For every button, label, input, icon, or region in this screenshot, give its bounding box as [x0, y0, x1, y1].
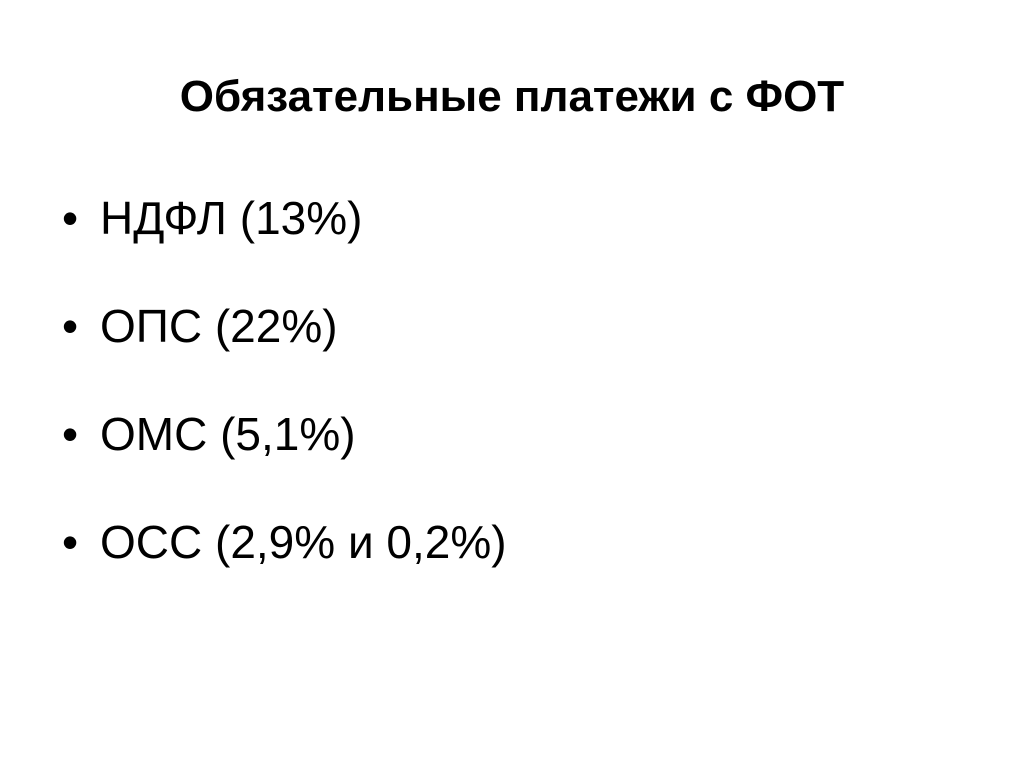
- item-text: ОСС (2,9% и 0,2%): [100, 516, 507, 568]
- bullet-icon: •: [62, 192, 79, 244]
- slide-title: Обязательные платежи с ФОТ: [179, 72, 845, 121]
- bullet-icon: •: [62, 516, 79, 568]
- list-item: • ОПС (22%): [62, 298, 507, 406]
- list-item: • НДФЛ (13%): [62, 190, 507, 298]
- bullet-list: • НДФЛ (13%) • ОПС (22%) • ОМС (5,1%) • ОСС …: [62, 190, 507, 622]
- list-item: • ОМС (5,1%): [62, 406, 507, 514]
- bullet-icon: •: [62, 300, 79, 352]
- bullet-icon: •: [62, 408, 79, 460]
- item-text: ОМС (5,1%): [100, 408, 356, 460]
- item-text: НДФЛ (13%): [100, 192, 363, 244]
- item-text: ОПС (22%): [100, 300, 338, 352]
- list-item: • ОСС (2,9% и 0,2%): [62, 514, 507, 622]
